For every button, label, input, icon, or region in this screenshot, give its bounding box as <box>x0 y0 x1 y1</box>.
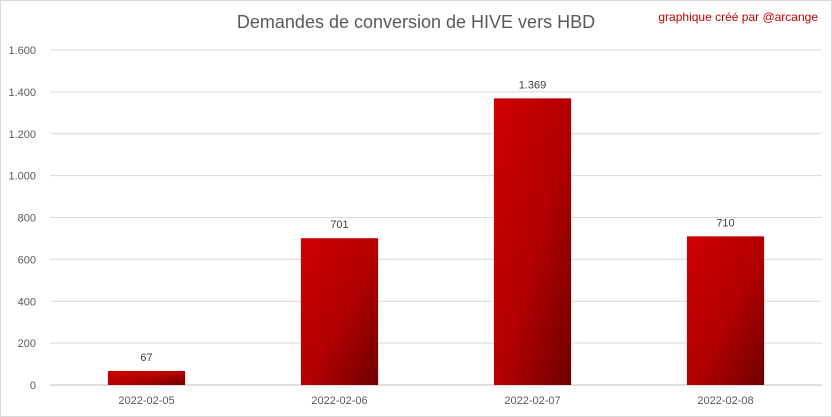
bar-2022-02-08 <box>686 236 765 385</box>
chart-title: Demandes de conversion de HIVE vers HBD <box>236 12 596 32</box>
x-tick-label: 2022-02-08 <box>697 395 753 407</box>
y-tick-label: 400 <box>18 296 36 308</box>
chart-credit: graphique créé par @arcange <box>658 10 818 24</box>
y-tick-label: 1.000 <box>8 171 36 183</box>
x-tick-label: 2022-02-07 <box>504 395 560 407</box>
y-tick-label: 600 <box>18 254 36 266</box>
data-label: 67 <box>140 352 152 364</box>
data-label: 1.369 <box>519 79 547 91</box>
y-tick-label: 1.600 <box>8 45 36 57</box>
data-label: 701 <box>330 219 348 231</box>
y-tick-label: 800 <box>18 213 36 225</box>
y-tick-label: 0 <box>30 380 36 392</box>
y-tick-label: 1.400 <box>8 87 36 99</box>
bars <box>107 98 765 385</box>
x-tick-label: 2022-02-05 <box>118 395 174 407</box>
bar-2022-02-07 <box>493 98 572 385</box>
y-tick-label: 1.200 <box>8 129 36 141</box>
y-tick-label: 200 <box>18 338 36 350</box>
bar-2022-02-06 <box>300 238 379 385</box>
labels: 0 200 400 600 800 1.000 1.200 1.400 1.600 67 2022-… <box>8 45 753 407</box>
bar-2022-02-05 <box>107 370 186 385</box>
data-label: 710 <box>716 217 734 229</box>
x-tick-label: 2022-02-06 <box>311 395 367 407</box>
gridlines <box>50 49 822 386</box>
